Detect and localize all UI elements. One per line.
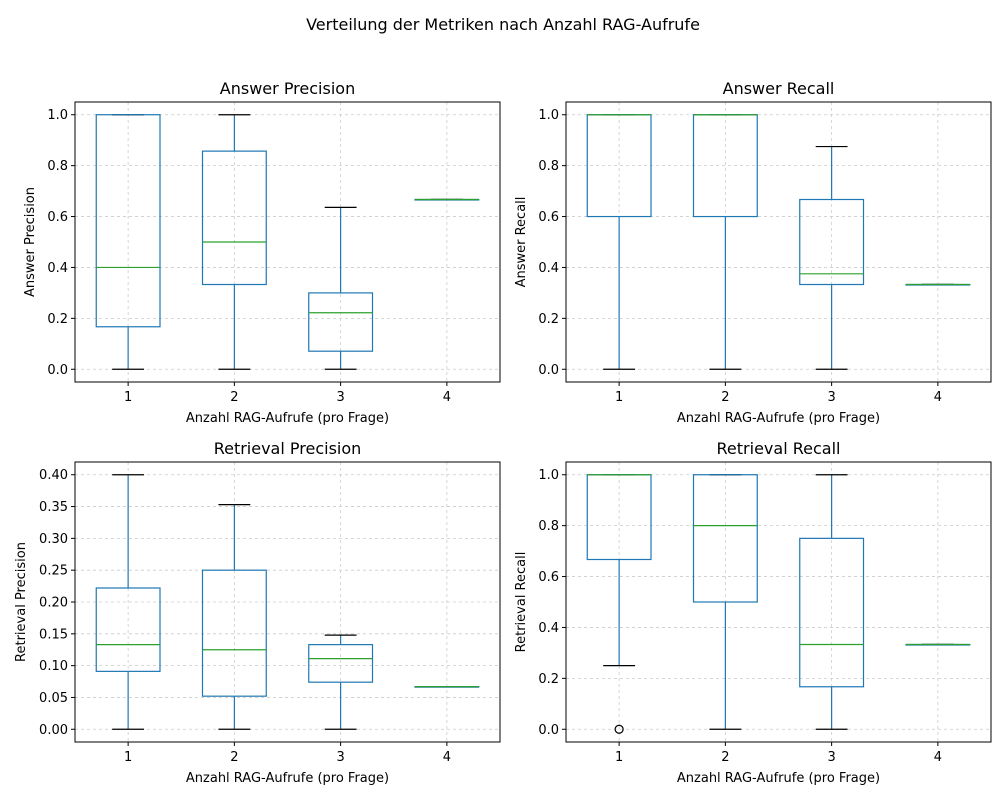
ytick-label: 0.8 <box>47 159 68 174</box>
y-axis-label: Answer Recall <box>514 197 529 288</box>
box-retrieval-precision-3 <box>308 634 374 730</box>
ytick-label: 0.05 <box>39 691 68 706</box>
box-retrieval-recall-4 <box>905 643 971 646</box>
xtick-label: 1 <box>615 750 623 765</box>
subplot-answer-recall: 0.0 0.2 0.4 0.6 0.8 1.0 1 2 3 4 Answer Recall Anzah… <box>514 79 992 426</box>
xtick-label: 2 <box>230 750 238 765</box>
x-axis-label: Anzahl RAG-Aufrufe (pro Frage) <box>677 411 880 426</box>
box-iqr <box>308 292 374 352</box>
axes-frame-retrieval-recall <box>565 461 992 743</box>
box-answer-recall-2 <box>692 114 758 370</box>
ytick-label: 0.6 <box>47 210 68 225</box>
ytick-label: 0.4 <box>538 261 559 276</box>
outlier-point <box>614 724 624 734</box>
xtick-label: 3 <box>336 750 344 765</box>
ytick-label: 0.10 <box>39 659 68 674</box>
ytick-label: 0.35 <box>39 500 68 515</box>
xtick-label: 2 <box>721 750 729 765</box>
xtick-label: 2 <box>230 390 238 405</box>
ytick-label: 1.0 <box>538 468 559 483</box>
ytick-label: 0.15 <box>39 627 68 642</box>
ytick-label: 0.30 <box>39 532 68 547</box>
xtick-label: 3 <box>827 750 835 765</box>
xtick-label: 3 <box>336 390 344 405</box>
box-answer-recall-3 <box>799 145 865 370</box>
box-iqr <box>95 587 161 672</box>
xtick-label: 1 <box>124 750 132 765</box>
box-retrieval-recall-1 <box>586 474 652 734</box>
subplot-title: Retrieval Precision <box>214 439 362 458</box>
figure-suptitle: Verteilung der Metriken nach Anzahl RAG-… <box>306 15 700 34</box>
box-retrieval-precision-1 <box>95 474 161 730</box>
ytick-label: 0.0 <box>538 723 559 738</box>
box-answer-precision-1 <box>95 114 161 370</box>
box-retrieval-recall-3 <box>799 474 865 730</box>
box-iqr <box>308 644 374 683</box>
axes-frame-answer-precision <box>74 101 501 383</box>
ytick-label: 0.00 <box>39 723 68 738</box>
x-axis-label: Anzahl RAG-Aufrufe (pro Frage) <box>186 411 389 426</box>
xtick-label: 1 <box>124 390 132 405</box>
ytick-label: 0.8 <box>538 519 559 534</box>
ytick-label: 0.0 <box>538 363 559 378</box>
ytick-label: 0.25 <box>39 564 68 579</box>
xtick-label: 4 <box>934 390 942 405</box>
xtick-label: 2 <box>721 390 729 405</box>
ytick-label: 1.0 <box>47 108 68 123</box>
box-answer-recall-4 <box>905 283 971 286</box>
axes-frame-answer-recall <box>565 101 992 383</box>
subplot-title: Answer Recall <box>723 79 835 98</box>
box-retrieval-precision-4 <box>414 686 480 688</box>
ytick-label: 0.40 <box>39 468 68 483</box>
ytick-label: 0.2 <box>47 312 68 327</box>
box-iqr <box>692 474 758 603</box>
xtick-label: 1 <box>615 390 623 405</box>
ytick-label: 0.0 <box>47 363 68 378</box>
box-iqr <box>201 150 267 286</box>
box-retrieval-recall-2 <box>692 474 758 730</box>
ytick-label: 0.20 <box>39 596 68 611</box>
xtick-label: 3 <box>827 390 835 405</box>
subplot-title: Retrieval Recall <box>717 439 841 458</box>
y-axis-label: Retrieval Precision <box>14 542 29 662</box>
xtick-label: 4 <box>443 750 451 765</box>
y-axis-label: Answer Precision <box>23 187 38 297</box>
x-axis-label: Anzahl RAG-Aufrufe (pro Frage) <box>677 771 880 786</box>
box-retrieval-precision-2 <box>201 504 267 730</box>
subplot-retrieval-recall: 0.0 0.2 0.4 0.6 0.8 1.0 1 2 3 4 Retrieval Recall An… <box>514 439 992 786</box>
box-iqr <box>799 537 865 688</box>
ytick-label: 0.4 <box>47 261 68 276</box>
subplot-answer-precision: 0.0 0.2 0.4 0.6 0.8 1.0 1 2 3 4 Answer Precision An… <box>23 79 501 426</box>
ytick-label: 0.6 <box>538 570 559 585</box>
box-answer-precision-3 <box>308 206 374 370</box>
ytick-label: 1.0 <box>538 108 559 123</box>
subplot-grid: 0.0 0.2 0.4 0.6 0.8 1.0 1 2 3 4 Answer Precision An… <box>14 79 992 786</box>
y-axis-label: Retrieval Recall <box>514 552 529 653</box>
subplot-retrieval-precision: 0.00 0.05 0.10 0.15 0.20 0.25 0.30 0.35 0.40 1 2 3 4… <box>14 439 501 786</box>
subplot-title: Answer Precision <box>220 79 355 98</box>
box-iqr <box>95 114 161 328</box>
ytick-label: 0.8 <box>538 159 559 174</box>
box-answer-recall-1 <box>586 114 652 370</box>
ytick-label: 0.2 <box>538 312 559 327</box>
xtick-label: 4 <box>443 390 451 405</box>
ytick-label: 0.4 <box>538 621 559 636</box>
x-axis-label: Anzahl RAG-Aufrufe (pro Frage) <box>186 771 389 786</box>
ytick-label: 0.2 <box>538 672 559 687</box>
box-iqr <box>799 198 865 286</box>
ytick-label: 0.6 <box>538 210 559 225</box>
xtick-label: 4 <box>934 750 942 765</box>
box-answer-precision-2 <box>201 114 267 370</box>
box-iqr <box>201 569 267 697</box>
box-answer-precision-4 <box>414 198 480 201</box>
